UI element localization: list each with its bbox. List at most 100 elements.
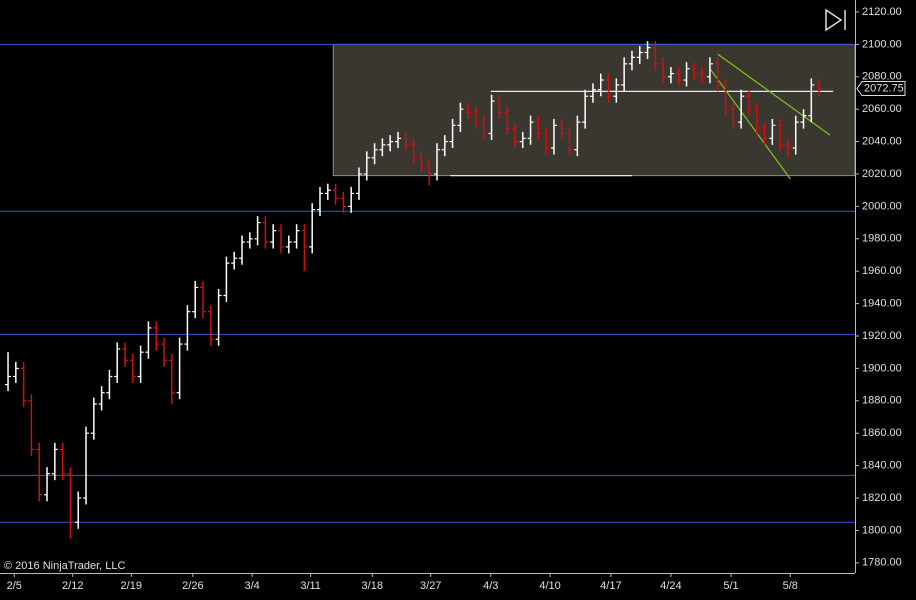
y-tick-label: 2040.00: [862, 135, 902, 147]
ohlc-bar: [5, 352, 12, 392]
x-tick-label: 3/18: [362, 580, 383, 592]
ohlc-bar: [543, 127, 550, 155]
ohlc-bar: [348, 186, 355, 213]
ohlc-bar: [176, 337, 183, 400]
ohlc-bar: [449, 118, 456, 149]
ohlc-bar: [324, 183, 331, 200]
ohlc-bar: [355, 167, 362, 200]
y-tick-label: 1960.00: [862, 265, 902, 277]
ohlc-bar: [777, 118, 784, 152]
ohlc-bar: [363, 151, 370, 181]
ohlc-bar: [660, 57, 667, 84]
ohlc-bar: [636, 46, 643, 64]
ohlc-bar: [730, 102, 737, 129]
y-tick-label: 1920.00: [862, 330, 902, 342]
y-tick-label: 2100.00: [862, 38, 902, 50]
ohlc-bar: [613, 78, 620, 103]
ohlc-bar: [98, 386, 105, 411]
ohlc-bar: [753, 102, 760, 136]
ohlc-bar: [675, 67, 682, 87]
ohlc-bar: [808, 78, 815, 123]
x-tick-label: 4/3: [483, 580, 498, 592]
y-tick-label: 2120.00: [862, 6, 902, 18]
ohlc-bar: [800, 109, 807, 129]
ohlc-bar: [683, 62, 690, 87]
ohlc-bar: [114, 342, 121, 383]
ohlc-bar: [480, 115, 487, 140]
ohlc-bar: [597, 73, 604, 97]
ohlc-bar: [504, 105, 511, 136]
ohlc-bar: [457, 102, 464, 132]
ohlc-bar: [301, 224, 308, 272]
ohlc-bar: [667, 67, 674, 84]
ohlc-bar: [277, 224, 284, 254]
ohlc-bar: [106, 370, 113, 400]
x-tick-label: 3/4: [244, 580, 259, 592]
trend-line: [709, 68, 791, 180]
x-tick-label: 4/17: [600, 580, 621, 592]
ohlc-bar: [628, 50, 635, 71]
y-tick-label: 1940.00: [862, 297, 902, 309]
ohlc-bar: [36, 442, 43, 502]
ohlc-bar: [223, 256, 230, 302]
x-tick-label: 4/24: [660, 580, 681, 592]
ohlc-bar: [83, 426, 90, 505]
ohlc-bar: [550, 118, 557, 155]
ohlc-bar: [441, 135, 448, 157]
ohlc-bar: [207, 305, 214, 346]
x-tick-label: 5/8: [783, 580, 798, 592]
y-tick-label: 1980.00: [862, 233, 902, 245]
y-tick-label: 2060.00: [862, 103, 902, 115]
ohlc-bar: [153, 321, 160, 351]
ohlc-bar: [75, 491, 82, 529]
x-tick-label: 3/27: [420, 580, 441, 592]
ohlc-bar: [535, 115, 542, 140]
ohlc-bar: [472, 105, 479, 129]
zone-rectangle: [332, 43, 856, 177]
ohlc-bar: [714, 57, 721, 92]
x-tick-label: 5/1: [723, 580, 738, 592]
y-tick-label: 1880.00: [862, 395, 902, 407]
ohlc-bar: [59, 442, 66, 481]
ohlc-bar: [137, 345, 144, 383]
ohlc-bar: [161, 337, 168, 367]
ohlc-bar: [340, 191, 347, 213]
ohlc-bar: [605, 73, 612, 103]
ohlc-bar: [309, 203, 316, 254]
ohlc-bar: [738, 89, 745, 129]
ohlc-bar: [582, 89, 589, 129]
ohlc-bar: [426, 159, 433, 186]
last-price-box: [856, 81, 906, 97]
ohlc-bar: [621, 57, 628, 92]
ohlc-bar: [699, 67, 706, 84]
play-triangle[interactable]: [825, 8, 843, 32]
plot-area: [0, 41, 856, 539]
ohlc-bar: [20, 361, 27, 408]
y-tick-label: 1780.00: [862, 557, 902, 569]
x-tick-label: 2/19: [121, 580, 142, 592]
ohlc-bar: [90, 397, 97, 440]
ohlc-bar: [316, 186, 323, 217]
y-tick-label: 1860.00: [862, 427, 902, 439]
copyright: © 2016 NinjaTrader, LLC: [4, 560, 125, 572]
ohlc-bar: [496, 94, 503, 119]
play-icon[interactable]: [825, 8, 846, 32]
y-tick-label: 1820.00: [862, 492, 902, 504]
ohlc-bar: [192, 280, 199, 319]
ohlc-bar: [745, 89, 752, 116]
ohlc-bar: [122, 342, 129, 367]
ohlc-bar: [379, 138, 386, 157]
ohlc-bar: [262, 216, 269, 249]
x-tick-label: 3/11: [300, 580, 321, 592]
y-tick-label: 2000.00: [862, 200, 902, 212]
ohlc-bar: [215, 289, 222, 346]
x-tick-label: 4/10: [539, 580, 560, 592]
ohlc-bar: [652, 41, 659, 71]
ohlc-bar: [519, 131, 526, 149]
x-tick-label: 2/26: [182, 580, 203, 592]
y-tick-label: 1840.00: [862, 459, 902, 471]
x-tick-label: 2/5: [7, 580, 22, 592]
ohlc-bar: [418, 151, 425, 173]
ohlc-bar: [769, 118, 776, 145]
ohlc-bar: [511, 122, 518, 149]
